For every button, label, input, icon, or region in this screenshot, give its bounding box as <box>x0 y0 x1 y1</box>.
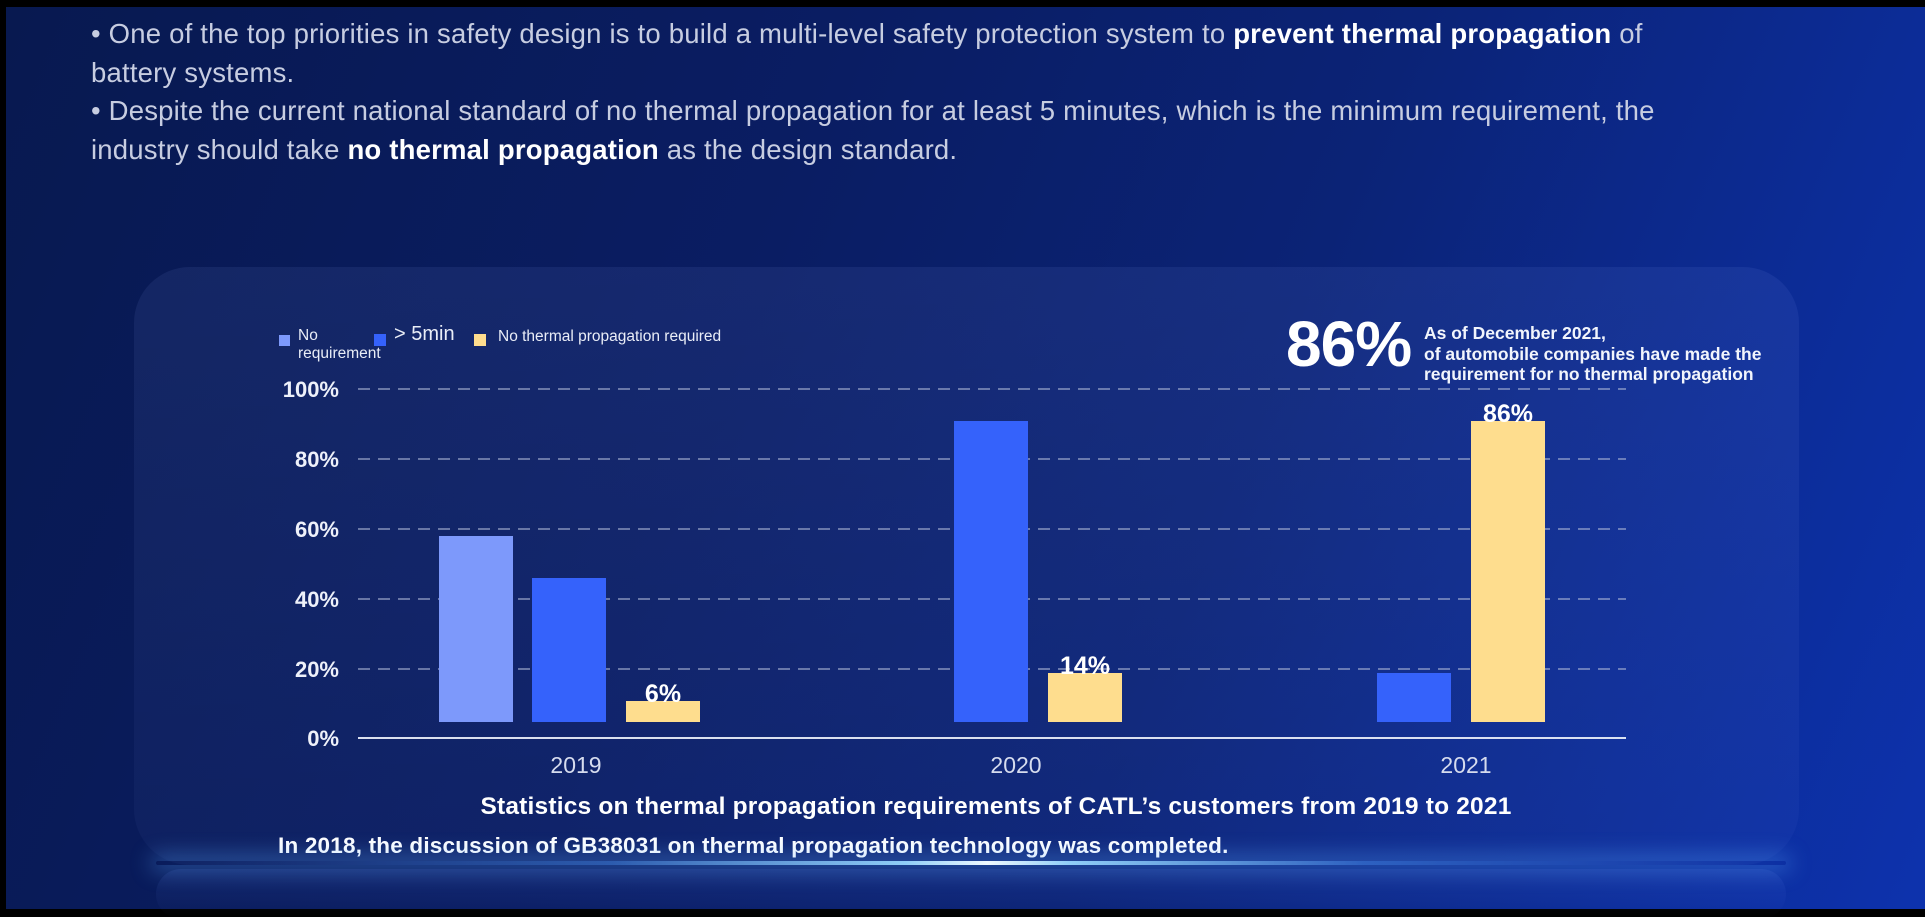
highlight-caption-line-3: requirement for no thermal propagation <box>1424 364 1754 384</box>
legend-swatch-no-requirement-icon <box>279 335 290 346</box>
y-tick-100: 100% <box>282 377 339 402</box>
y-tick-40: 40% <box>294 587 339 612</box>
bar-2021-no-propagation <box>1471 421 1545 722</box>
bullet-2-text: • Despite the current national standard … <box>91 95 1655 165</box>
data-label-2020: 14% <box>1059 652 1111 680</box>
y-tick-20: 20% <box>294 657 339 682</box>
data-label-2019: 6% <box>644 680 682 708</box>
bar-2021-5min <box>1377 673 1451 722</box>
x-tick-2019: 2019 <box>550 752 602 778</box>
chart-title: Statistics on thermal propagation requir… <box>480 793 1512 820</box>
legend-swatch-5min-icon <box>374 334 386 346</box>
bullet-2: • Despite the current national standard … <box>91 92 1666 169</box>
x-tick-2021: 2021 <box>1440 752 1492 778</box>
bullet-2-tail: as the design standard. <box>658 133 958 165</box>
highlight-caption-line-2: of automobile companies have made the <box>1424 343 1762 364</box>
bar-2020-no-propagation <box>1048 673 1122 722</box>
highlight-caption: As of December 2021, of automobile compa… <box>1424 323 1784 385</box>
footnote: In 2018, the discussion of GB38031 on th… <box>278 833 1229 858</box>
y-tick-0: 0% <box>307 726 339 751</box>
highlight-value: 86% <box>1286 308 1412 380</box>
bullet-1-text: • One of the top priorities in safety de… <box>91 18 1234 49</box>
slide-background: • One of the top priorities in safety de… <box>6 7 1925 917</box>
highlight-caption-line-1: As of December 2021, <box>1424 323 1606 343</box>
bar-2020-5min <box>954 421 1028 722</box>
gridline-100 <box>358 388 1626 390</box>
bar-2019-no-requirement <box>439 536 513 722</box>
bar-2019-5min <box>532 578 606 722</box>
bullet-2-bold: no thermal propagation <box>347 133 659 165</box>
legend-swatch-no-propagation-icon <box>474 334 486 346</box>
data-label-2021: 86% <box>1482 400 1534 428</box>
bar-2019-no-propagation <box>626 701 700 722</box>
panel-bottom-glow <box>156 861 1786 865</box>
bullet-1-tail: of battery systems. <box>91 18 1643 88</box>
legend-label-no-propagation: No thermal propagation required <box>498 328 722 345</box>
panel-reflection <box>156 869 1786 917</box>
bullet-1: • One of the top priorities in safety de… <box>91 15 1666 92</box>
y-tick-80: 80% <box>294 447 339 472</box>
legend-label-no-requirement: No requirement <box>298 327 381 362</box>
legend-label-5min: > 5min <box>394 323 455 345</box>
y-tick-60: 60% <box>294 517 339 542</box>
x-tick-2020: 2020 <box>990 752 1042 778</box>
x-axis-line <box>358 737 1626 739</box>
intro-text: • One of the top priorities in safety de… <box>91 15 1666 169</box>
bullet-1-bold: prevent thermal propagation <box>1233 18 1612 49</box>
